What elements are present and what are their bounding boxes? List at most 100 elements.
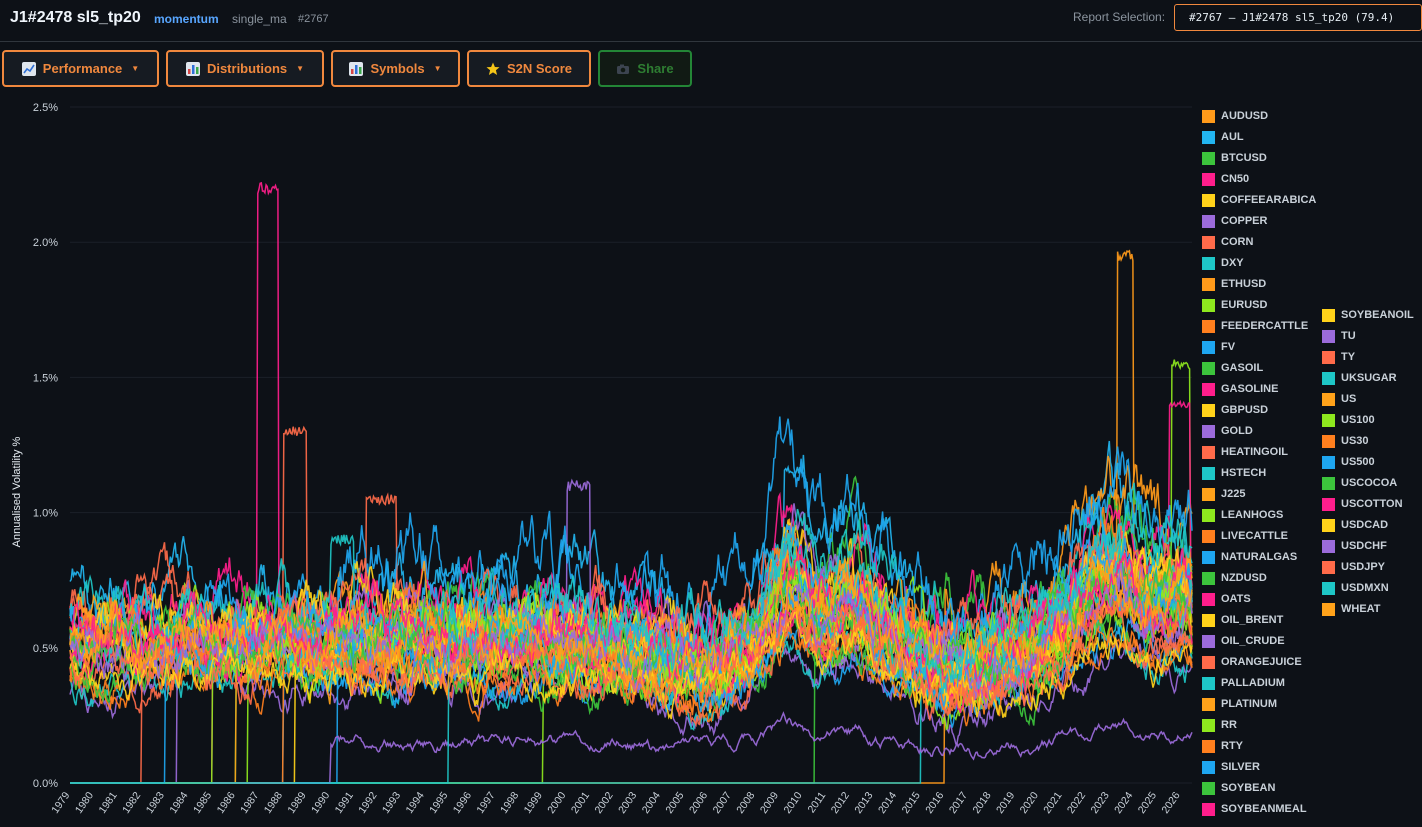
legend-item[interactable]: US500	[1322, 455, 1375, 469]
legend-item[interactable]: USCOTTON	[1322, 497, 1403, 511]
legend-label: USCOTTON	[1341, 498, 1403, 510]
chevron-down-icon: ▼	[433, 64, 442, 73]
legend-swatch	[1322, 560, 1335, 574]
legend-item[interactable]: COPPER	[1202, 214, 1267, 228]
legend-item[interactable]: PLATINUM	[1202, 697, 1277, 711]
legend-item[interactable]: CORN	[1202, 235, 1253, 249]
legend-item[interactable]: US	[1322, 392, 1356, 406]
legend-item[interactable]: SILVER	[1202, 760, 1260, 774]
legend-item[interactable]: OIL_BRENT	[1202, 613, 1283, 627]
legend-swatch	[1202, 508, 1215, 522]
x-tick-label: 2014	[876, 790, 899, 816]
legend-label: GBPUSD	[1221, 404, 1269, 416]
legend-item[interactable]: GBPUSD	[1202, 403, 1268, 417]
legend-item[interactable]: COFFEEARABICA	[1202, 193, 1316, 207]
legend-item[interactable]: USCOCOA	[1322, 476, 1397, 490]
legend-item[interactable]: FEEDERCATTLE	[1202, 319, 1308, 333]
legend-item[interactable]: USDJPY	[1322, 560, 1385, 574]
x-tick-label: 1985	[191, 790, 214, 816]
legend-label: ETHUSD	[1221, 278, 1267, 290]
legend-swatch	[1202, 109, 1215, 123]
legend-item[interactable]: BTCUSD	[1202, 151, 1267, 165]
legend-item[interactable]: HSTECH	[1202, 466, 1266, 480]
legend-item[interactable]: US30	[1322, 434, 1369, 448]
legend-label: SILVER	[1221, 761, 1260, 773]
legend-item[interactable]: GASOIL	[1202, 361, 1263, 375]
s2n-score-button[interactable]: S2N Score	[467, 50, 591, 87]
legend-item[interactable]: WHEAT	[1322, 602, 1381, 616]
x-tick-label: 2007	[711, 790, 734, 816]
legend-label: EURUSD	[1221, 299, 1268, 311]
legend-item[interactable]: OATS	[1202, 592, 1251, 606]
x-tick-label: 1980	[73, 790, 96, 816]
x-tick-label: 2000	[545, 790, 568, 816]
legend-swatch	[1202, 445, 1215, 459]
x-tick-label: 2008	[734, 790, 757, 816]
legend-label: US100	[1341, 414, 1375, 426]
legend-item[interactable]: LEANHOGS	[1202, 508, 1283, 522]
legend-item[interactable]: HEATINGOIL	[1202, 445, 1288, 459]
legend-item[interactable]: CN50	[1202, 172, 1249, 186]
x-tick-label: 1979	[49, 790, 72, 816]
legend-label: HSTECH	[1221, 467, 1267, 479]
legend-swatch	[1202, 235, 1215, 249]
legend-item[interactable]: NZDUSD	[1202, 571, 1267, 585]
strategy-tag[interactable]: momentum	[154, 12, 219, 26]
share-label: Share	[637, 61, 674, 76]
share-button[interactable]: Share	[598, 50, 692, 87]
legend-item[interactable]: UKSUGAR	[1322, 371, 1397, 385]
legend-item[interactable]: AUL	[1202, 130, 1244, 144]
top-bar: J1#2478 sl5_tp20 momentum single_ma #276…	[0, 0, 1422, 42]
x-tick-label: 2004	[640, 790, 663, 816]
legend-swatch	[1202, 319, 1215, 333]
legend-item[interactable]: AUDUSD	[1202, 109, 1268, 123]
legend-item[interactable]: SOYBEANOIL	[1322, 308, 1414, 322]
legend-swatch	[1202, 172, 1215, 186]
legend-item[interactable]: GASOLINE	[1202, 382, 1278, 396]
series-line-usdmxn	[70, 505, 1193, 784]
legend-item[interactable]: TU	[1322, 329, 1356, 343]
legend-label: COPPER	[1221, 215, 1268, 227]
legend-item[interactable]: OIL_CRUDE	[1202, 634, 1285, 648]
x-tick-label: 2018	[970, 790, 993, 816]
symbols-button[interactable]: Symbols ▼	[331, 50, 460, 87]
legend-item[interactable]: TY	[1322, 350, 1355, 364]
x-tick-label: 2005	[663, 790, 686, 816]
legend-item[interactable]: EURUSD	[1202, 298, 1267, 312]
legend-label: GOLD	[1221, 425, 1253, 437]
x-tick-label: 2022	[1065, 790, 1088, 816]
legend-item[interactable]: RTY	[1202, 739, 1243, 753]
legend-swatch	[1202, 571, 1215, 585]
legend-swatch	[1202, 592, 1215, 606]
legend-swatch	[1202, 151, 1215, 165]
x-tick-label: 1992	[356, 790, 379, 816]
x-tick-label: 1990	[309, 790, 332, 816]
report-selection-dropdown[interactable]: #2767 — J1#2478 sl5_tp20 (79.4)	[1174, 4, 1422, 31]
legend-swatch	[1202, 697, 1215, 711]
volatility-chart: 0.0%0.5%1.0%1.5%2.0%2.5% 1979 1980 1981 198…	[11, 102, 1193, 816]
legend-item[interactable]: J225	[1202, 487, 1245, 501]
legend-item[interactable]: USDMXN	[1322, 581, 1389, 595]
legend-item[interactable]: LIVECATTLE	[1202, 529, 1288, 543]
legend-item[interactable]: RR	[1202, 718, 1237, 732]
legend-label: HEATINGOIL	[1221, 446, 1289, 458]
legend-item[interactable]: PALLADIUM	[1202, 676, 1285, 690]
legend-item[interactable]: DXY	[1202, 256, 1244, 270]
legend-item[interactable]: SOYBEAN	[1202, 781, 1275, 795]
performance-button[interactable]: Performance ▼	[2, 50, 159, 87]
legend-label: UKSUGAR	[1341, 372, 1397, 384]
legend-item[interactable]: GOLD	[1202, 424, 1253, 438]
x-tick-label: 1998	[498, 790, 521, 816]
legend-item[interactable]: NATURALGAS	[1202, 550, 1297, 564]
legend-item[interactable]: USDCHF	[1322, 539, 1387, 553]
legend-item[interactable]: USDCAD	[1322, 518, 1388, 532]
variant-tag: single_ma	[232, 12, 287, 26]
legend-item[interactable]: ETHUSD	[1202, 277, 1266, 291]
legend-item[interactable]: ORANGEJUICE	[1202, 655, 1302, 669]
legend-label: SOYBEAN	[1221, 782, 1276, 794]
legend-item[interactable]: US100	[1322, 413, 1375, 427]
legend-item[interactable]: SOYBEANMEAL	[1202, 802, 1307, 816]
distributions-button[interactable]: Distributions ▼	[166, 50, 324, 87]
x-tick-label: 2010	[781, 790, 804, 816]
legend-item[interactable]: FV	[1202, 340, 1235, 354]
